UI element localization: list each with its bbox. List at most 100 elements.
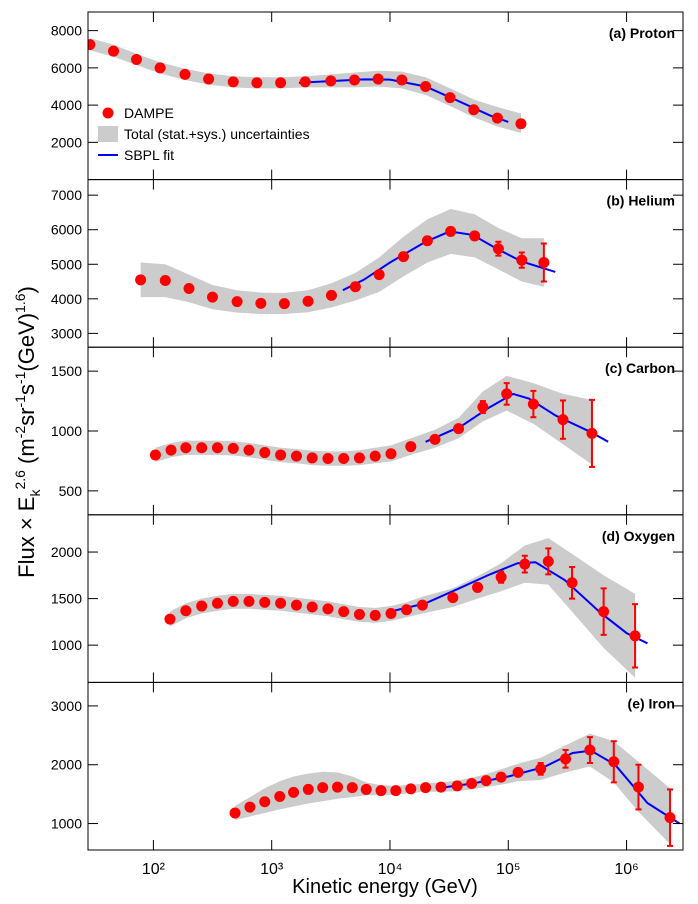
data-point bbox=[632, 781, 644, 793]
data-point bbox=[325, 289, 337, 301]
y-label-part: s bbox=[14, 384, 39, 395]
data-point bbox=[396, 74, 408, 86]
legend-label: Total (stat.+sys.) uncertainties bbox=[124, 126, 310, 142]
data-point bbox=[290, 450, 302, 462]
y-tick-label: 500 bbox=[59, 483, 83, 499]
data-point bbox=[165, 444, 177, 456]
data-point bbox=[664, 812, 676, 824]
data-point bbox=[274, 790, 286, 802]
panel-title: (d) Oxygen bbox=[602, 528, 675, 544]
plot-area bbox=[149, 375, 609, 468]
data-point bbox=[149, 449, 161, 461]
data-point bbox=[131, 53, 143, 65]
uncertainty-band bbox=[155, 375, 592, 466]
data-point bbox=[451, 780, 463, 792]
legend-marker bbox=[102, 107, 114, 119]
data-point bbox=[445, 225, 457, 237]
data-point bbox=[491, 112, 503, 124]
data-point bbox=[492, 243, 504, 255]
data-point bbox=[108, 45, 120, 57]
data-point bbox=[325, 75, 337, 87]
data-point bbox=[275, 77, 287, 89]
data-point bbox=[179, 68, 191, 80]
data-point bbox=[375, 785, 387, 797]
data-point bbox=[243, 595, 255, 607]
legend-swatch bbox=[98, 126, 118, 142]
data-point bbox=[183, 282, 195, 294]
data-point bbox=[420, 782, 432, 794]
y-tick-label: 6000 bbox=[51, 60, 82, 76]
data-point bbox=[501, 388, 513, 400]
data-point bbox=[397, 251, 409, 263]
y-tick-label: 2000 bbox=[51, 544, 82, 560]
data-point bbox=[353, 608, 365, 620]
y-label-part: (m bbox=[14, 438, 39, 470]
data-point bbox=[535, 763, 547, 775]
y-tick-label: 5000 bbox=[51, 256, 82, 272]
data-point bbox=[385, 607, 397, 619]
data-point bbox=[472, 581, 484, 593]
y-tick-label: 1500 bbox=[51, 363, 82, 379]
y-label-part: ) bbox=[14, 286, 39, 293]
data-point bbox=[322, 603, 334, 615]
data-point bbox=[447, 592, 459, 604]
data-point bbox=[306, 452, 318, 464]
data-point bbox=[542, 555, 554, 567]
y-label-part: 1.6 bbox=[12, 293, 28, 313]
data-point bbox=[338, 606, 350, 618]
y-tick-label: 1000 bbox=[51, 423, 82, 439]
data-point bbox=[477, 401, 489, 413]
data-point bbox=[229, 807, 241, 819]
data-point bbox=[598, 606, 610, 618]
data-point bbox=[243, 444, 255, 456]
x-tick-label: 10⁴ bbox=[378, 861, 403, 878]
data-point bbox=[369, 609, 381, 621]
y-label-part: 2.6 bbox=[12, 470, 28, 490]
data-point bbox=[360, 783, 372, 795]
x-axis-label: Kinetic energy (GeV) bbox=[292, 876, 478, 898]
data-point bbox=[331, 781, 343, 793]
data-point bbox=[299, 76, 311, 88]
panel-title: (a) Proton bbox=[609, 25, 675, 41]
x-tick-label: 10⁵ bbox=[496, 861, 520, 878]
data-point bbox=[608, 756, 620, 768]
plot-area bbox=[135, 209, 556, 314]
data-point bbox=[302, 783, 314, 795]
y-label-part: (GeV) bbox=[14, 313, 39, 372]
data-point bbox=[275, 449, 287, 461]
data-point bbox=[227, 595, 239, 607]
data-point bbox=[306, 601, 318, 613]
data-point bbox=[515, 118, 527, 130]
panel-frame bbox=[87, 11, 684, 181]
data-point bbox=[211, 442, 223, 454]
data-point bbox=[429, 433, 441, 445]
y-label-part: -2 bbox=[12, 426, 28, 439]
data-point bbox=[180, 605, 192, 617]
uncertainty-band bbox=[140, 209, 544, 314]
data-point bbox=[203, 73, 215, 85]
data-point bbox=[302, 295, 314, 307]
y-tick-label: 1000 bbox=[51, 637, 82, 653]
data-point bbox=[346, 782, 358, 794]
data-point bbox=[519, 558, 531, 570]
data-point bbox=[164, 613, 176, 625]
data-point bbox=[435, 781, 447, 793]
data-point bbox=[586, 427, 598, 439]
data-point bbox=[255, 297, 267, 309]
y-tick-label: 2000 bbox=[51, 134, 82, 150]
y-tick-label: 8000 bbox=[51, 23, 82, 39]
data-point bbox=[159, 275, 171, 287]
y-tick-label: 1500 bbox=[51, 591, 82, 607]
y-tick-label: 7000 bbox=[51, 187, 82, 203]
data-point bbox=[480, 775, 492, 787]
panel-title: (e) Iron bbox=[628, 695, 675, 711]
data-point bbox=[584, 744, 596, 756]
data-point bbox=[512, 766, 524, 778]
legend-label: DAMPE bbox=[124, 105, 174, 121]
data-point bbox=[405, 783, 417, 795]
data-point bbox=[88, 39, 96, 51]
data-point bbox=[349, 281, 361, 293]
data-point bbox=[401, 604, 413, 616]
data-point bbox=[495, 571, 507, 583]
data-point bbox=[251, 77, 263, 89]
